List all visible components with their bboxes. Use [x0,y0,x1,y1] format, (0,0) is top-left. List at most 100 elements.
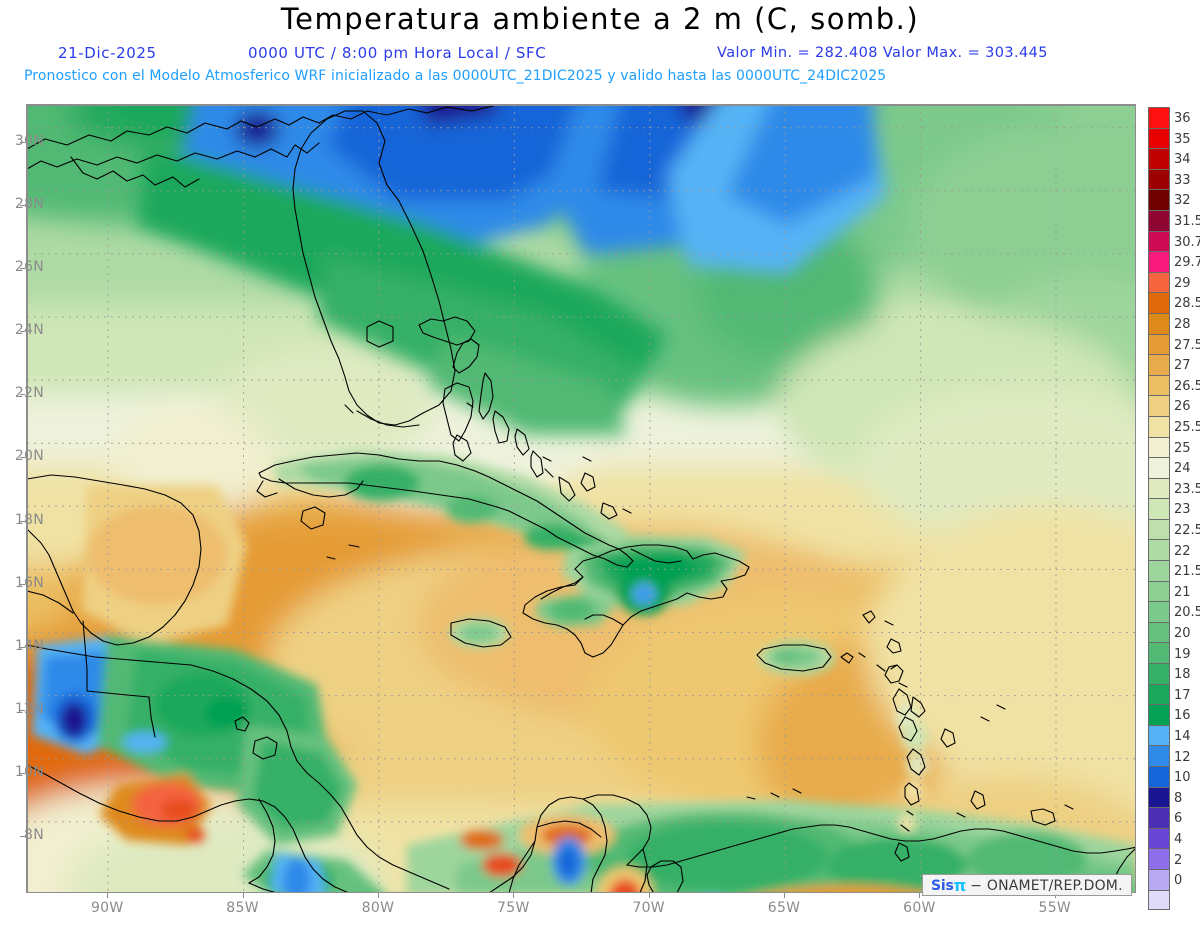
colorbar-tick-label: 10 [1174,770,1191,786]
lon-tick [919,893,921,898]
colorbar-swatch[interactable] [1148,312,1170,334]
colorbar-swatch[interactable] [1148,868,1170,890]
lat-tick [20,204,25,206]
lon-tick [242,893,244,898]
lat-label-22N: 22N [14,385,44,402]
lon-tick [107,893,109,898]
lat-tick [20,331,25,333]
colorbar-swatch[interactable] [1148,189,1170,210]
lat-label-8N: 8N [24,827,44,844]
colorbar-tick-label: 25.5 [1174,420,1200,435]
page-title: Temperatura ambiente a 2 m (C, somb.) [280,2,920,36]
coastline-overlay [27,105,1135,892]
colorbar-tick-label: 18 [1174,667,1191,683]
colorbar-tick-label: 23.5 [1174,481,1200,497]
colorbar-swatch[interactable] [1148,621,1170,643]
colorbar-swatch[interactable] [1148,889,1170,911]
colorbar-tick-label: 19 [1174,646,1191,662]
lat-tick [20,268,25,270]
colorbar-tick-label: 4 [1174,832,1183,847]
colorbar-swatch[interactable] [1148,786,1170,808]
colorbar-swatch[interactable] [1148,477,1170,499]
watermark-organization: − ONAMET/REP.DOM. [970,877,1123,894]
lat-label-12N: 12N [14,700,44,717]
colorbar-tick-label: 26 [1174,399,1191,415]
lon-label-80W: 80W [361,900,395,916]
colorbar-tick-label: 33 [1174,172,1191,188]
colorbar-tick-label: 6 [1174,811,1183,827]
source-watermark: Sis π − ONAMET/REP.DOM. [922,874,1132,896]
colorbar-tick-label: 26.5 [1174,378,1200,394]
watermark-pi-symbol: π [953,876,967,895]
colorbar-swatch[interactable] [1148,127,1170,149]
colorbar-swatch[interactable] [1148,354,1170,375]
colorbar-swatch[interactable] [1148,848,1170,869]
lat-label-18N: 18N [14,511,44,528]
colorbar-swatch[interactable] [1148,807,1170,828]
colorbar-swatch[interactable] [1148,601,1170,622]
colorbar-swatch[interactable] [1148,580,1170,602]
colorbar-tick-label: 25 [1174,440,1191,456]
lon-label-85W: 85W [226,900,259,916]
lat-tick [20,520,25,522]
colorbar-swatch[interactable] [1148,457,1170,478]
colorbar-swatch[interactable] [1148,148,1170,169]
lon-label-70W: 70W [632,900,665,916]
colorbar-swatch[interactable] [1148,436,1170,458]
colorbar-tick-label: 21 [1174,584,1191,600]
central-america-highlands [32,485,384,892]
colorbar-swatch[interactable] [1148,827,1170,849]
lat-lon-gridlines [27,105,1135,892]
colorbar-swatch[interactable] [1148,209,1170,231]
colorbar-tick-label: 17 [1174,687,1191,703]
colorbar-swatch[interactable] [1148,766,1170,787]
colorbar-tick-label: 36 [1174,111,1191,126]
colorbar-tick-label: 29 [1174,275,1191,291]
colorbar-swatch[interactable] [1148,745,1170,766]
colorbar-swatch[interactable] [1148,168,1170,190]
colorbar-tick-label: 31.5 [1174,214,1200,229]
lon-label-90W: 90W [90,900,124,916]
colorbar-swatch[interactable] [1148,292,1170,313]
lon-tick [784,893,786,898]
colorbar-swatch[interactable] [1148,560,1170,581]
lon-label-75W: 75W [497,900,530,916]
colorbar-swatch[interactable] [1148,539,1170,561]
lon-label-60W: 60W [903,900,936,916]
lat-tick [20,836,25,838]
colorbar-swatch[interactable] [1148,374,1170,396]
colorbar-swatch[interactable] [1148,518,1170,540]
lat-label-26N: 26N [14,259,44,276]
colorbar-swatch[interactable] [1148,704,1170,725]
colorbar-swatch[interactable] [1148,333,1170,355]
colorbar-tick-label: 21.5 [1174,564,1200,580]
colorbar-swatch[interactable] [1148,642,1170,664]
colorbar-swatch[interactable] [1148,395,1170,416]
colorbar-swatch[interactable] [1148,683,1170,705]
colorbar-swatch[interactable] [1148,663,1170,684]
lat-tick [20,646,25,648]
forecast-date: 21-Dic-2025 [58,44,157,62]
map-canvas[interactable] [26,104,1136,893]
colorbar-tick-label: 0 [1174,873,1183,889]
lon-label-55W: 55W [1038,900,1072,916]
colorbar-swatch[interactable] [1148,271,1170,293]
temperature-field-svg [27,105,1135,892]
colorbar-swatch[interactable] [1148,498,1170,519]
colorbar-swatch[interactable] [1148,107,1170,128]
lat-label-10N: 10N [14,764,44,781]
colorbar-tick-label: 20.5 [1174,605,1200,621]
lat-label-14N: 14N [14,637,44,654]
colorbar-tick-label: 23 [1174,502,1191,518]
colorbar-swatch[interactable] [1148,724,1170,746]
lon-tick [513,893,515,898]
colorbar-swatch[interactable] [1148,415,1170,437]
colorbar[interactable] [1148,107,1170,911]
colorbar-swatch[interactable] [1148,230,1170,252]
lat-tick [20,141,25,143]
lon-tick [648,893,650,898]
colorbar-tick-label: 16 [1174,708,1191,724]
colorbar-tick-label: 2 [1174,852,1183,868]
colorbar-swatch[interactable] [1148,251,1170,272]
